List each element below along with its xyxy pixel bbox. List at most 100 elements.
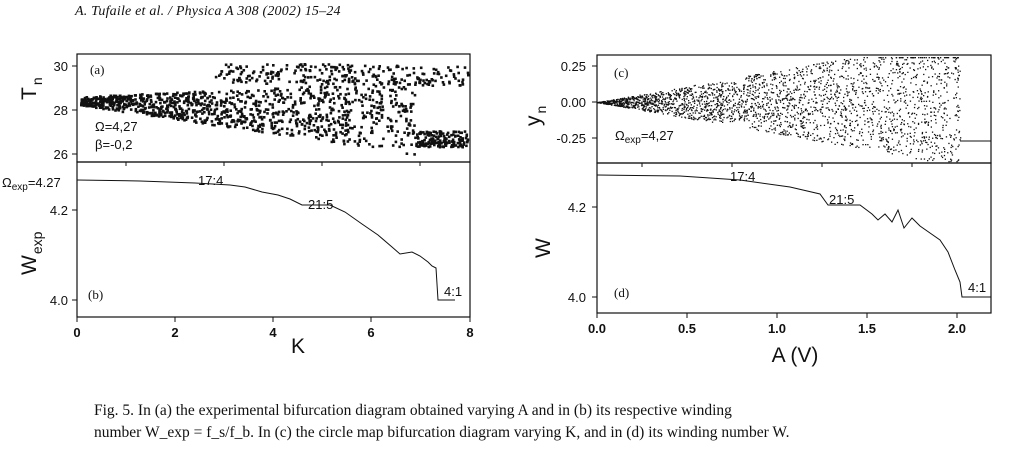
scatter-point (804, 116, 806, 119)
scatter-point (357, 98, 361, 102)
scatter-point (645, 97, 647, 99)
scatter-point (197, 99, 200, 102)
scatter-point (815, 86, 817, 88)
scatter-point (946, 66, 948, 68)
scatter-point (938, 152, 941, 154)
scatter-point (822, 71, 824, 73)
scatter-point (661, 96, 664, 98)
scatter-point (908, 112, 910, 114)
scatter-point (360, 69, 364, 73)
scatter-point (105, 100, 109, 104)
scatter-point (878, 77, 880, 79)
scatter-point (131, 103, 135, 107)
scatter-point (782, 98, 785, 100)
scatter-point (599, 102, 601, 104)
scatter-point (842, 109, 845, 111)
scatter-point (428, 138, 432, 142)
scatter-point (897, 99, 899, 102)
scatter-point (344, 121, 348, 125)
scatter-point (718, 104, 720, 107)
scatter-point (694, 117, 696, 119)
scatter-point (109, 99, 112, 103)
scatter-point (905, 59, 908, 61)
scatter-point (899, 68, 902, 70)
scatter-point (727, 95, 729, 97)
scatter-point (816, 135, 819, 137)
scatter-point (463, 130, 467, 133)
scatter-point (268, 102, 272, 106)
scatter-point (644, 108, 646, 111)
scatter-point (814, 82, 816, 84)
scatter-point (847, 78, 849, 80)
scatter-point (428, 145, 432, 148)
scatter-point (812, 122, 815, 124)
scatter-point (823, 137, 825, 139)
scatter-point (880, 126, 882, 128)
scatter-point (717, 113, 719, 115)
scatter-point (613, 102, 616, 105)
scatter-point (770, 75, 772, 77)
scatter-point (850, 99, 852, 101)
scatter-point (764, 96, 766, 98)
scatter-point (935, 145, 937, 147)
scatter-point (856, 145, 858, 147)
scatter-point (307, 89, 310, 93)
scatter-point (753, 99, 755, 101)
scatter-point (147, 106, 151, 109)
scatter-point (734, 92, 737, 94)
scatter-point (190, 116, 194, 119)
scatter-point (728, 85, 730, 87)
scatter-point (668, 97, 671, 99)
scatter-point (642, 104, 645, 106)
scatter-point (114, 109, 117, 112)
scatter-point (898, 93, 901, 95)
scatter-point (899, 128, 902, 131)
scatter-point (111, 101, 114, 105)
scatter-point (897, 93, 899, 95)
scatter-point (169, 99, 172, 102)
scatter-point (942, 129, 944, 131)
scatter-point (317, 137, 320, 141)
scatter-point (873, 106, 875, 108)
scatter-point (818, 63, 820, 65)
scatter-point (878, 89, 880, 91)
scatter-point (847, 94, 849, 96)
scatter-point (764, 109, 766, 111)
scatter-point (751, 126, 754, 128)
scatter-point (612, 101, 614, 103)
scatter-point (887, 150, 889, 153)
scatter-point (152, 105, 156, 109)
scatter-point (620, 102, 622, 105)
scatter-point (856, 62, 858, 64)
scatter-point (900, 136, 903, 138)
scatter-point (313, 104, 316, 108)
scatter-point (929, 146, 931, 149)
scatter-point (254, 129, 257, 133)
scatter-point (649, 109, 651, 111)
scatter-point (703, 101, 706, 103)
scatter-point (880, 132, 882, 134)
scatter-point (341, 117, 345, 120)
scatter-point (954, 114, 956, 117)
scatter-point (203, 119, 207, 122)
scatter-point (915, 158, 917, 160)
scatter-point (801, 110, 803, 112)
scatter-point (793, 77, 796, 80)
scatter-point (750, 110, 752, 112)
scatter-point (104, 98, 108, 102)
scatter-point (884, 123, 886, 125)
scatter-point (719, 94, 721, 96)
scatter-point (737, 111, 740, 114)
scatter-point (328, 75, 332, 79)
scatter-point (689, 102, 691, 104)
scatter-point (362, 114, 366, 117)
scatter-point (281, 120, 284, 124)
scatter-point (915, 84, 917, 86)
scatter-point (899, 108, 902, 110)
scatter-point (381, 105, 384, 108)
scatter-point (920, 90, 922, 92)
x-tick-label: 2 (171, 325, 178, 340)
scatter-point (701, 95, 704, 97)
scatter-point (955, 148, 957, 150)
scatter-point (935, 93, 937, 95)
